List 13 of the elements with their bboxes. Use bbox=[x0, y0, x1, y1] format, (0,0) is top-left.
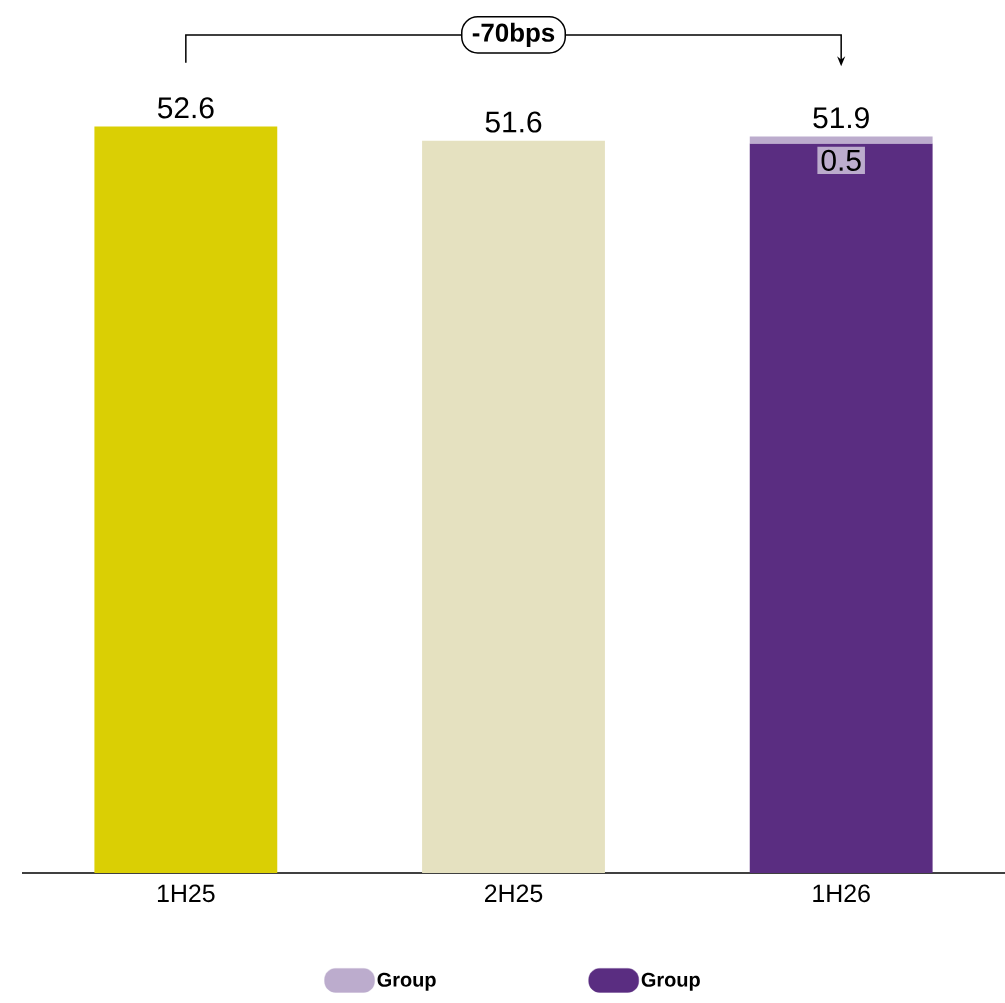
bar bbox=[94, 126, 278, 873]
data-label: 51.6 bbox=[485, 111, 542, 133]
legend-label: Group bbox=[641, 972, 700, 991]
data-label: 52.6 bbox=[157, 97, 214, 119]
x-tick-label: 2H25 bbox=[484, 884, 543, 903]
total-label: 51.9 bbox=[813, 107, 869, 129]
data-label: 0.5 bbox=[821, 149, 861, 171]
bar bbox=[749, 143, 933, 873]
text: -70bps bbox=[472, 22, 555, 47]
bar bbox=[422, 140, 605, 873]
x-tick-label: 1H25 bbox=[157, 884, 215, 903]
legend-label: Group bbox=[377, 972, 436, 991]
x-tick-label: 1H26 bbox=[813, 884, 870, 903]
